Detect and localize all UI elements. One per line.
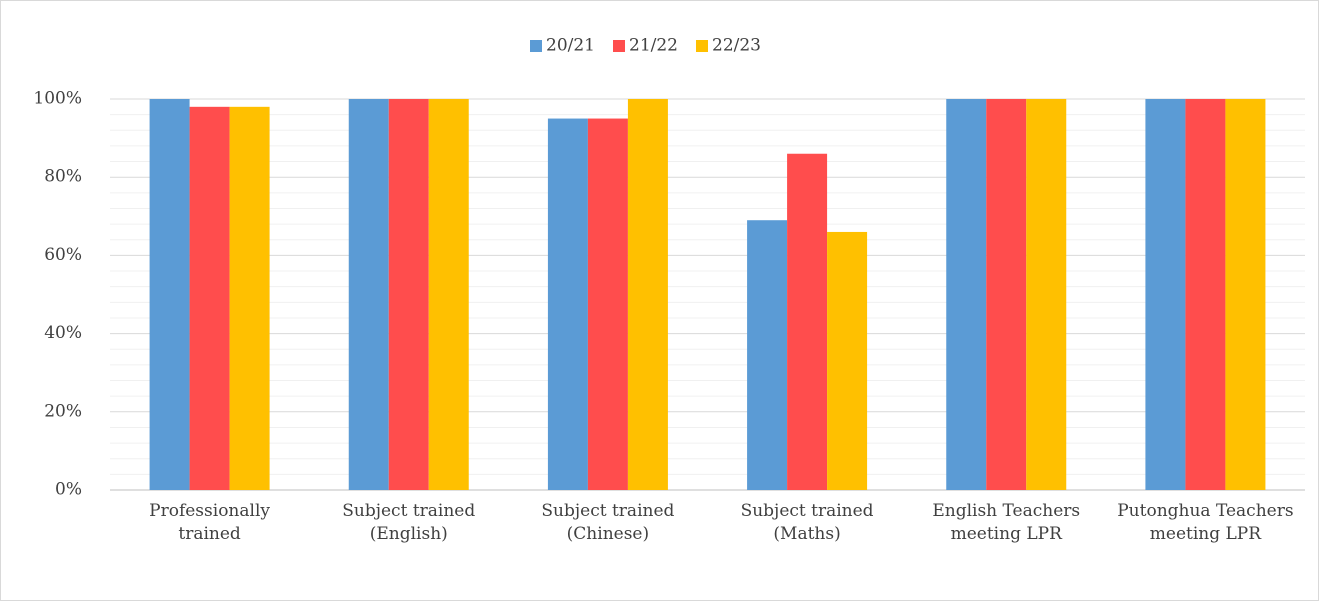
- bar: [149, 99, 190, 490]
- x-tick-label: Subject trained (English): [342, 501, 476, 544]
- y-tick-label: 20%: [44, 401, 82, 421]
- x-tick-label: Subject trained (Maths): [740, 501, 874, 544]
- bar: [587, 118, 628, 491]
- bar: [348, 99, 389, 490]
- bar: [229, 106, 270, 490]
- x-tick-label: Putonghua Teachers meeting LPR: [1117, 501, 1294, 544]
- legend-swatch: [696, 40, 708, 52]
- bar: [986, 99, 1027, 490]
- x-tick-label: Professionally trained: [149, 501, 270, 544]
- bar: [1145, 99, 1186, 490]
- y-tick-label: 0%: [55, 480, 82, 500]
- y-tick-label: 80%: [44, 167, 82, 187]
- legend-label: 20/21: [546, 36, 595, 56]
- y-tick-label: 60%: [44, 245, 82, 265]
- bar: [747, 220, 788, 490]
- x-tick-label: Subject trained (Chinese): [541, 501, 675, 544]
- y-tick-label: 40%: [44, 323, 82, 343]
- legend-label: 21/22: [629, 36, 678, 56]
- bar: [946, 99, 987, 490]
- x-tick-label: English Teachers meeting LPR: [932, 501, 1081, 544]
- bar: [428, 99, 469, 490]
- bar: [1225, 99, 1266, 490]
- legend-label: 22/23: [712, 36, 761, 56]
- bar: [189, 106, 230, 490]
- bar: [1026, 99, 1067, 490]
- y-tick-label: 100%: [33, 89, 82, 109]
- legend-swatch: [530, 40, 542, 52]
- bar: [627, 99, 668, 490]
- bar: [787, 153, 828, 491]
- legend-swatch: [613, 40, 625, 52]
- bar: [827, 231, 868, 490]
- bar: [547, 118, 588, 491]
- bar: [1185, 99, 1226, 490]
- bar: [388, 99, 429, 490]
